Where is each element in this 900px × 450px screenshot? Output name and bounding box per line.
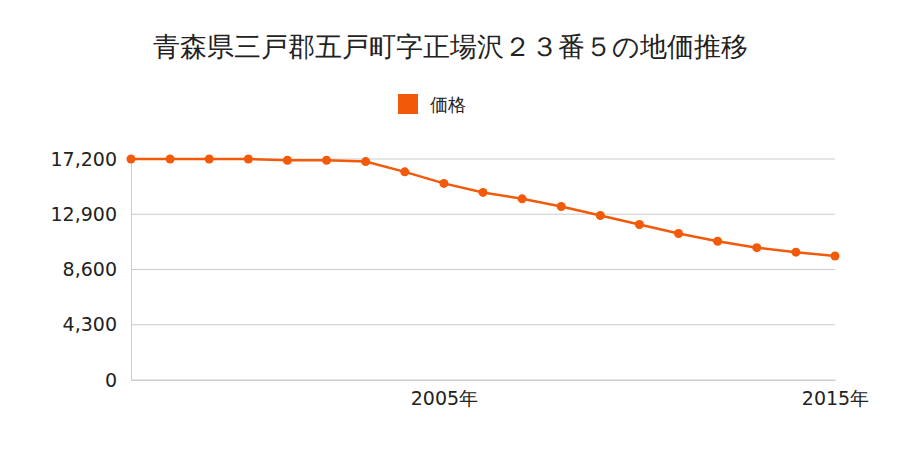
point [752,243,761,252]
point [596,211,605,220]
series-area [127,155,840,261]
point [322,156,331,165]
point [400,167,409,176]
legend-swatch [398,94,418,114]
grid [131,159,835,380]
y-tick-label: 12,900 [51,203,117,225]
x-axis: 2005年 2015年 [132,380,870,409]
point [713,237,722,246]
y-tick: 12,900 [51,203,131,225]
point [127,155,136,164]
y-tick-label: 0 [105,369,117,391]
y-tick: 17,200 [51,148,131,170]
point [283,156,292,165]
point [557,202,566,211]
point [479,188,488,197]
grid-line [131,380,835,381]
x-tick: 2015年 [802,380,869,409]
legend: 価格 [398,94,466,115]
x-axis-line [132,380,836,381]
x-tick-label: 2005年 [411,387,478,409]
point [674,229,683,238]
point [831,252,840,261]
point [518,194,527,203]
legend-label: 価格 [430,94,466,115]
y-tick-label: 4,300 [63,313,117,335]
grid-line [131,324,835,325]
y-tick-label: 8,600 [63,258,117,280]
point [361,157,370,166]
grid-line [131,269,835,270]
y-tick: 8,600 [63,258,131,280]
y-tick-label: 17,200 [51,148,117,170]
chart: 青森県三戸郡五戸町字正場沢２３番５の地価推移 0 4,300 8,600 12,900 1… [0,0,900,450]
plot: 0 4,300 8,600 12,900 17,200 2005年 2015年 [51,148,870,410]
x-tick: 2005年 [411,380,478,409]
y-tick: 4,300 [63,313,131,335]
y-tick: 0 [105,369,131,391]
point [791,248,800,257]
x-tick-label: 2015年 [802,387,869,409]
point [439,179,448,188]
grid-line [131,214,835,215]
point [205,155,214,164]
y-axis-line [131,160,132,381]
point [244,155,253,164]
point [635,220,644,229]
title: 青森県三戸郡五戸町字正場沢２３番５の地価推移 [153,31,748,62]
y-axis: 0 4,300 8,600 12,900 17,200 [51,148,132,391]
point [166,155,175,164]
line [131,159,835,256]
